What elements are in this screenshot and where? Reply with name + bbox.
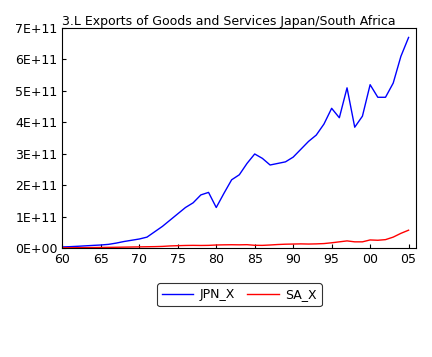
JPN_X <box>375 95 381 100</box>
JPN_X <box>283 160 288 164</box>
JPN_X <box>260 156 265 161</box>
Text: 3.L Exports of Goods and Services Japan/South Africa: 3.L Exports of Goods and Services Japan/… <box>62 15 396 28</box>
JPN_X <box>137 237 142 241</box>
SA_X <box>291 242 296 246</box>
JPN_X <box>221 191 226 196</box>
JPN_X <box>168 218 173 222</box>
SA_X <box>352 240 357 244</box>
SA_X <box>83 246 88 250</box>
Line: SA_X: SA_X <box>62 230 409 248</box>
JPN_X <box>383 95 388 100</box>
SA_X <box>67 246 73 250</box>
SA_X <box>391 235 396 239</box>
SA_X <box>98 245 103 250</box>
JPN_X <box>175 212 181 216</box>
SA_X <box>245 242 250 247</box>
SA_X <box>144 245 149 249</box>
JPN_X <box>306 139 311 144</box>
JPN_X <box>352 125 357 129</box>
SA_X <box>152 245 157 249</box>
SA_X <box>114 245 119 250</box>
JPN_X <box>368 82 373 87</box>
SA_X <box>214 243 219 247</box>
JPN_X <box>275 161 280 166</box>
JPN_X <box>337 116 342 120</box>
JPN_X <box>206 190 211 195</box>
SA_X <box>175 243 181 248</box>
SA_X <box>298 242 303 246</box>
JPN_X <box>291 155 296 159</box>
JPN_X <box>67 245 73 249</box>
Line: JPN_X: JPN_X <box>62 37 409 247</box>
JPN_X <box>83 244 88 248</box>
JPN_X <box>344 86 349 90</box>
JPN_X <box>229 178 234 182</box>
SA_X <box>229 243 234 247</box>
JPN_X <box>114 241 119 245</box>
JPN_X <box>183 205 188 210</box>
SA_X <box>368 238 373 242</box>
JPN_X <box>75 244 80 248</box>
JPN_X <box>144 235 149 239</box>
JPN_X <box>60 245 65 249</box>
SA_X <box>306 242 311 246</box>
SA_X <box>252 243 257 247</box>
JPN_X <box>321 122 327 126</box>
JPN_X <box>252 152 257 156</box>
JPN_X <box>398 54 403 59</box>
SA_X <box>91 245 96 250</box>
JPN_X <box>129 238 134 242</box>
JPN_X <box>314 133 319 137</box>
SA_X <box>275 242 280 247</box>
SA_X <box>168 244 173 248</box>
SA_X <box>321 241 327 246</box>
SA_X <box>198 243 203 248</box>
SA_X <box>267 243 273 247</box>
SA_X <box>183 243 188 248</box>
SA_X <box>375 238 381 242</box>
SA_X <box>329 241 334 245</box>
SA_X <box>106 245 111 250</box>
SA_X <box>237 243 242 247</box>
SA_X <box>206 243 211 247</box>
SA_X <box>406 228 411 232</box>
JPN_X <box>329 106 334 110</box>
JPN_X <box>298 147 303 151</box>
JPN_X <box>191 201 196 205</box>
SA_X <box>137 245 142 249</box>
SA_X <box>60 246 65 250</box>
SA_X <box>260 243 265 247</box>
SA_X <box>383 237 388 242</box>
JPN_X <box>237 173 242 177</box>
SA_X <box>160 244 165 248</box>
SA_X <box>75 246 80 250</box>
JPN_X <box>160 224 165 228</box>
SA_X <box>191 243 196 247</box>
SA_X <box>314 242 319 246</box>
JPN_X <box>91 243 96 247</box>
SA_X <box>337 240 342 244</box>
JPN_X <box>267 163 273 167</box>
JPN_X <box>214 205 219 210</box>
SA_X <box>344 239 349 243</box>
JPN_X <box>121 240 127 244</box>
SA_X <box>121 245 127 249</box>
SA_X <box>129 245 134 249</box>
JPN_X <box>98 243 103 247</box>
JPN_X <box>360 114 365 118</box>
JPN_X <box>198 193 203 197</box>
Legend: JPN_X, SA_X: JPN_X, SA_X <box>157 283 321 306</box>
JPN_X <box>152 230 157 234</box>
SA_X <box>283 242 288 246</box>
SA_X <box>398 231 403 236</box>
JPN_X <box>106 242 111 246</box>
SA_X <box>360 240 365 244</box>
JPN_X <box>406 35 411 40</box>
SA_X <box>221 243 226 247</box>
JPN_X <box>245 161 250 166</box>
JPN_X <box>391 81 396 85</box>
